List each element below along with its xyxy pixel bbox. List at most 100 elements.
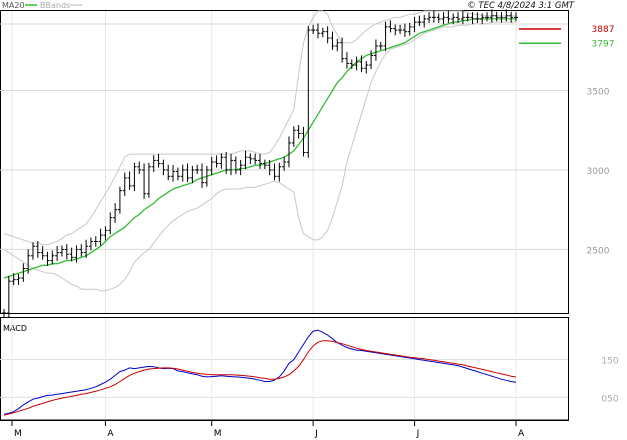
ohlc-bar (219, 153, 224, 169)
ohlc-bar (190, 165, 195, 184)
x-tick-label: J (416, 429, 420, 439)
ohlc-bar (185, 163, 190, 182)
ohlc-bar (74, 245, 79, 263)
ohlc-bar (436, 13, 441, 23)
ohlc-bar (88, 237, 93, 251)
ohlc-bar (30, 242, 35, 260)
x-tick-label: M (14, 429, 22, 439)
ohlc-bar (200, 163, 205, 188)
ohlc-bar (335, 38, 340, 52)
ohlc-bar (427, 12, 432, 23)
ohlc-bar (151, 155, 156, 173)
price-y-tick-label: 3500 (587, 87, 610, 97)
macd-grid (0, 318, 568, 420)
copyright-text: © TEC 4/8/2024 3:1 GMT (467, 1, 575, 11)
ohlc-bar (378, 41, 383, 50)
ohlc-bar (142, 163, 147, 200)
ohlc-bar (354, 56, 359, 71)
ohlc-bar (306, 26, 311, 158)
ohlc-bar (11, 273, 16, 286)
ohlc-bar (431, 10, 436, 23)
legend: MA20 BBands (2, 1, 82, 10)
ohlc-bar (26, 249, 31, 274)
ohlc-bar (161, 159, 166, 176)
ohlc-bar (456, 12, 461, 23)
ohlc-bar (45, 251, 50, 266)
ohlc-bar (50, 250, 55, 265)
ohlc-bar (262, 159, 267, 170)
x-tick-label: J (314, 429, 318, 439)
macd-panel (0, 317, 569, 421)
ohlc-bar (93, 236, 98, 247)
ohlc-bar (412, 16, 417, 33)
ohlc-bar (398, 24, 403, 35)
ohlc-bar (388, 20, 393, 33)
ohlc-bar (233, 156, 238, 174)
ohlc-bar (40, 246, 45, 260)
ohlc-bar (238, 159, 243, 176)
ohlc-bar (84, 239, 89, 258)
ohlc-bar (485, 12, 490, 22)
ohlc-bar (460, 10, 465, 25)
ohlc-bar (117, 186, 122, 214)
ohlc-bar (21, 263, 26, 283)
ohlc-bar (35, 240, 40, 258)
ohlc-bar (137, 161, 142, 174)
ohlc-bar (475, 12, 480, 23)
macd-y-tick-label: 150 (601, 357, 618, 367)
ohlc-bar (224, 151, 229, 174)
ohlc-bar (291, 126, 296, 147)
ohlc-bar (243, 150, 248, 170)
ohlc-bar (504, 9, 509, 22)
price-tags: 3887 3797 (519, 25, 614, 49)
ohlc-bar (509, 11, 514, 23)
legend-bb-label: BBands (40, 1, 70, 10)
x-tick-label: A (518, 429, 525, 439)
ohlc-bar (180, 164, 185, 182)
ohlc-bar (229, 153, 234, 176)
x-tick-label: A (107, 429, 114, 439)
ohlc-bar (373, 39, 378, 61)
ohlc-bar (451, 13, 456, 25)
macd-label: MACD (3, 324, 27, 333)
macd-y-axis: 150 050 (601, 357, 618, 405)
ohlc-bar (480, 13, 485, 25)
ohlc-bar (402, 23, 407, 37)
ohlc-bar (146, 162, 151, 198)
ohlc-bar (156, 153, 161, 168)
ohlc-bar (320, 27, 325, 38)
ohlc-bar (422, 14, 427, 28)
ohlc-bar (59, 245, 64, 257)
bband-lower-line (3, 21, 516, 292)
ohlc-bar (393, 24, 398, 36)
ohlc-bar (369, 50, 374, 70)
ohlc-bar (204, 165, 209, 187)
x-tick-label: M (214, 429, 222, 439)
ohlc-bar (267, 159, 272, 176)
ohlc-bar (55, 246, 60, 262)
ohlc-bar (315, 23, 320, 39)
ohlc-bar (446, 10, 451, 23)
ohlc-bar (258, 153, 262, 169)
ohlc-bar (122, 172, 127, 196)
ohlc-bar (209, 156, 214, 176)
ohlc-bar (359, 55, 364, 73)
price-tag-label: 3797 (592, 39, 615, 49)
ohlc-bar (383, 21, 388, 52)
ohlc-bar (344, 52, 349, 69)
ohlc-bar (282, 156, 287, 171)
ohlc-bar (248, 153, 253, 165)
ohlc-bar (272, 163, 277, 181)
ohlc-bar (286, 136, 291, 168)
ohlc-bar (465, 13, 470, 22)
ohlc-bar (489, 9, 494, 23)
ohlc-bar (103, 226, 108, 241)
ohlc-bar (301, 126, 306, 157)
price-y-axis: 2500 3000 3500 (587, 87, 610, 256)
ohlc-bar (69, 247, 74, 262)
ohlc-bar (79, 244, 84, 257)
price-y-tick-label: 2500 (587, 246, 610, 256)
ohlc-bar (499, 12, 504, 23)
ohlc-bar (64, 244, 69, 260)
